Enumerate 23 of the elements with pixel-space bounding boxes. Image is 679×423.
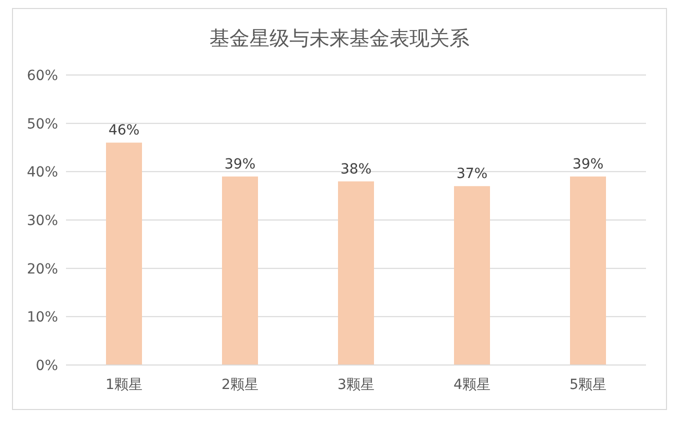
x-tick-label: 5颗星	[570, 376, 606, 393]
y-tick-label: 40%	[26, 164, 58, 181]
bar	[338, 181, 374, 365]
data-label: 37%	[456, 166, 488, 182]
x-tick-label: 4颗星	[454, 376, 490, 393]
bar	[570, 176, 606, 365]
data-label: 39%	[224, 156, 256, 172]
chart-title: 基金星级与未来基金表现关系	[208, 25, 470, 52]
bar	[106, 142, 142, 365]
data-label: 46%	[108, 122, 140, 139]
y-tick-label: 0%	[36, 358, 58, 374]
data-label: 39%	[572, 156, 604, 172]
y-tick-label: 10%	[26, 310, 58, 326]
y-tick-label: 30%	[26, 212, 58, 229]
x-tick-label: 2颗星	[222, 376, 258, 393]
bar	[454, 186, 490, 365]
y-tick-label: 50%	[26, 116, 58, 132]
x-tick-label: 1颗星	[106, 376, 142, 393]
y-tick-label: 60%	[26, 68, 58, 84]
x-tick-label: 3颗星	[338, 376, 374, 393]
data-label: 38%	[340, 161, 372, 178]
bar	[222, 176, 258, 365]
y-tick-label: 20%	[26, 261, 58, 278]
